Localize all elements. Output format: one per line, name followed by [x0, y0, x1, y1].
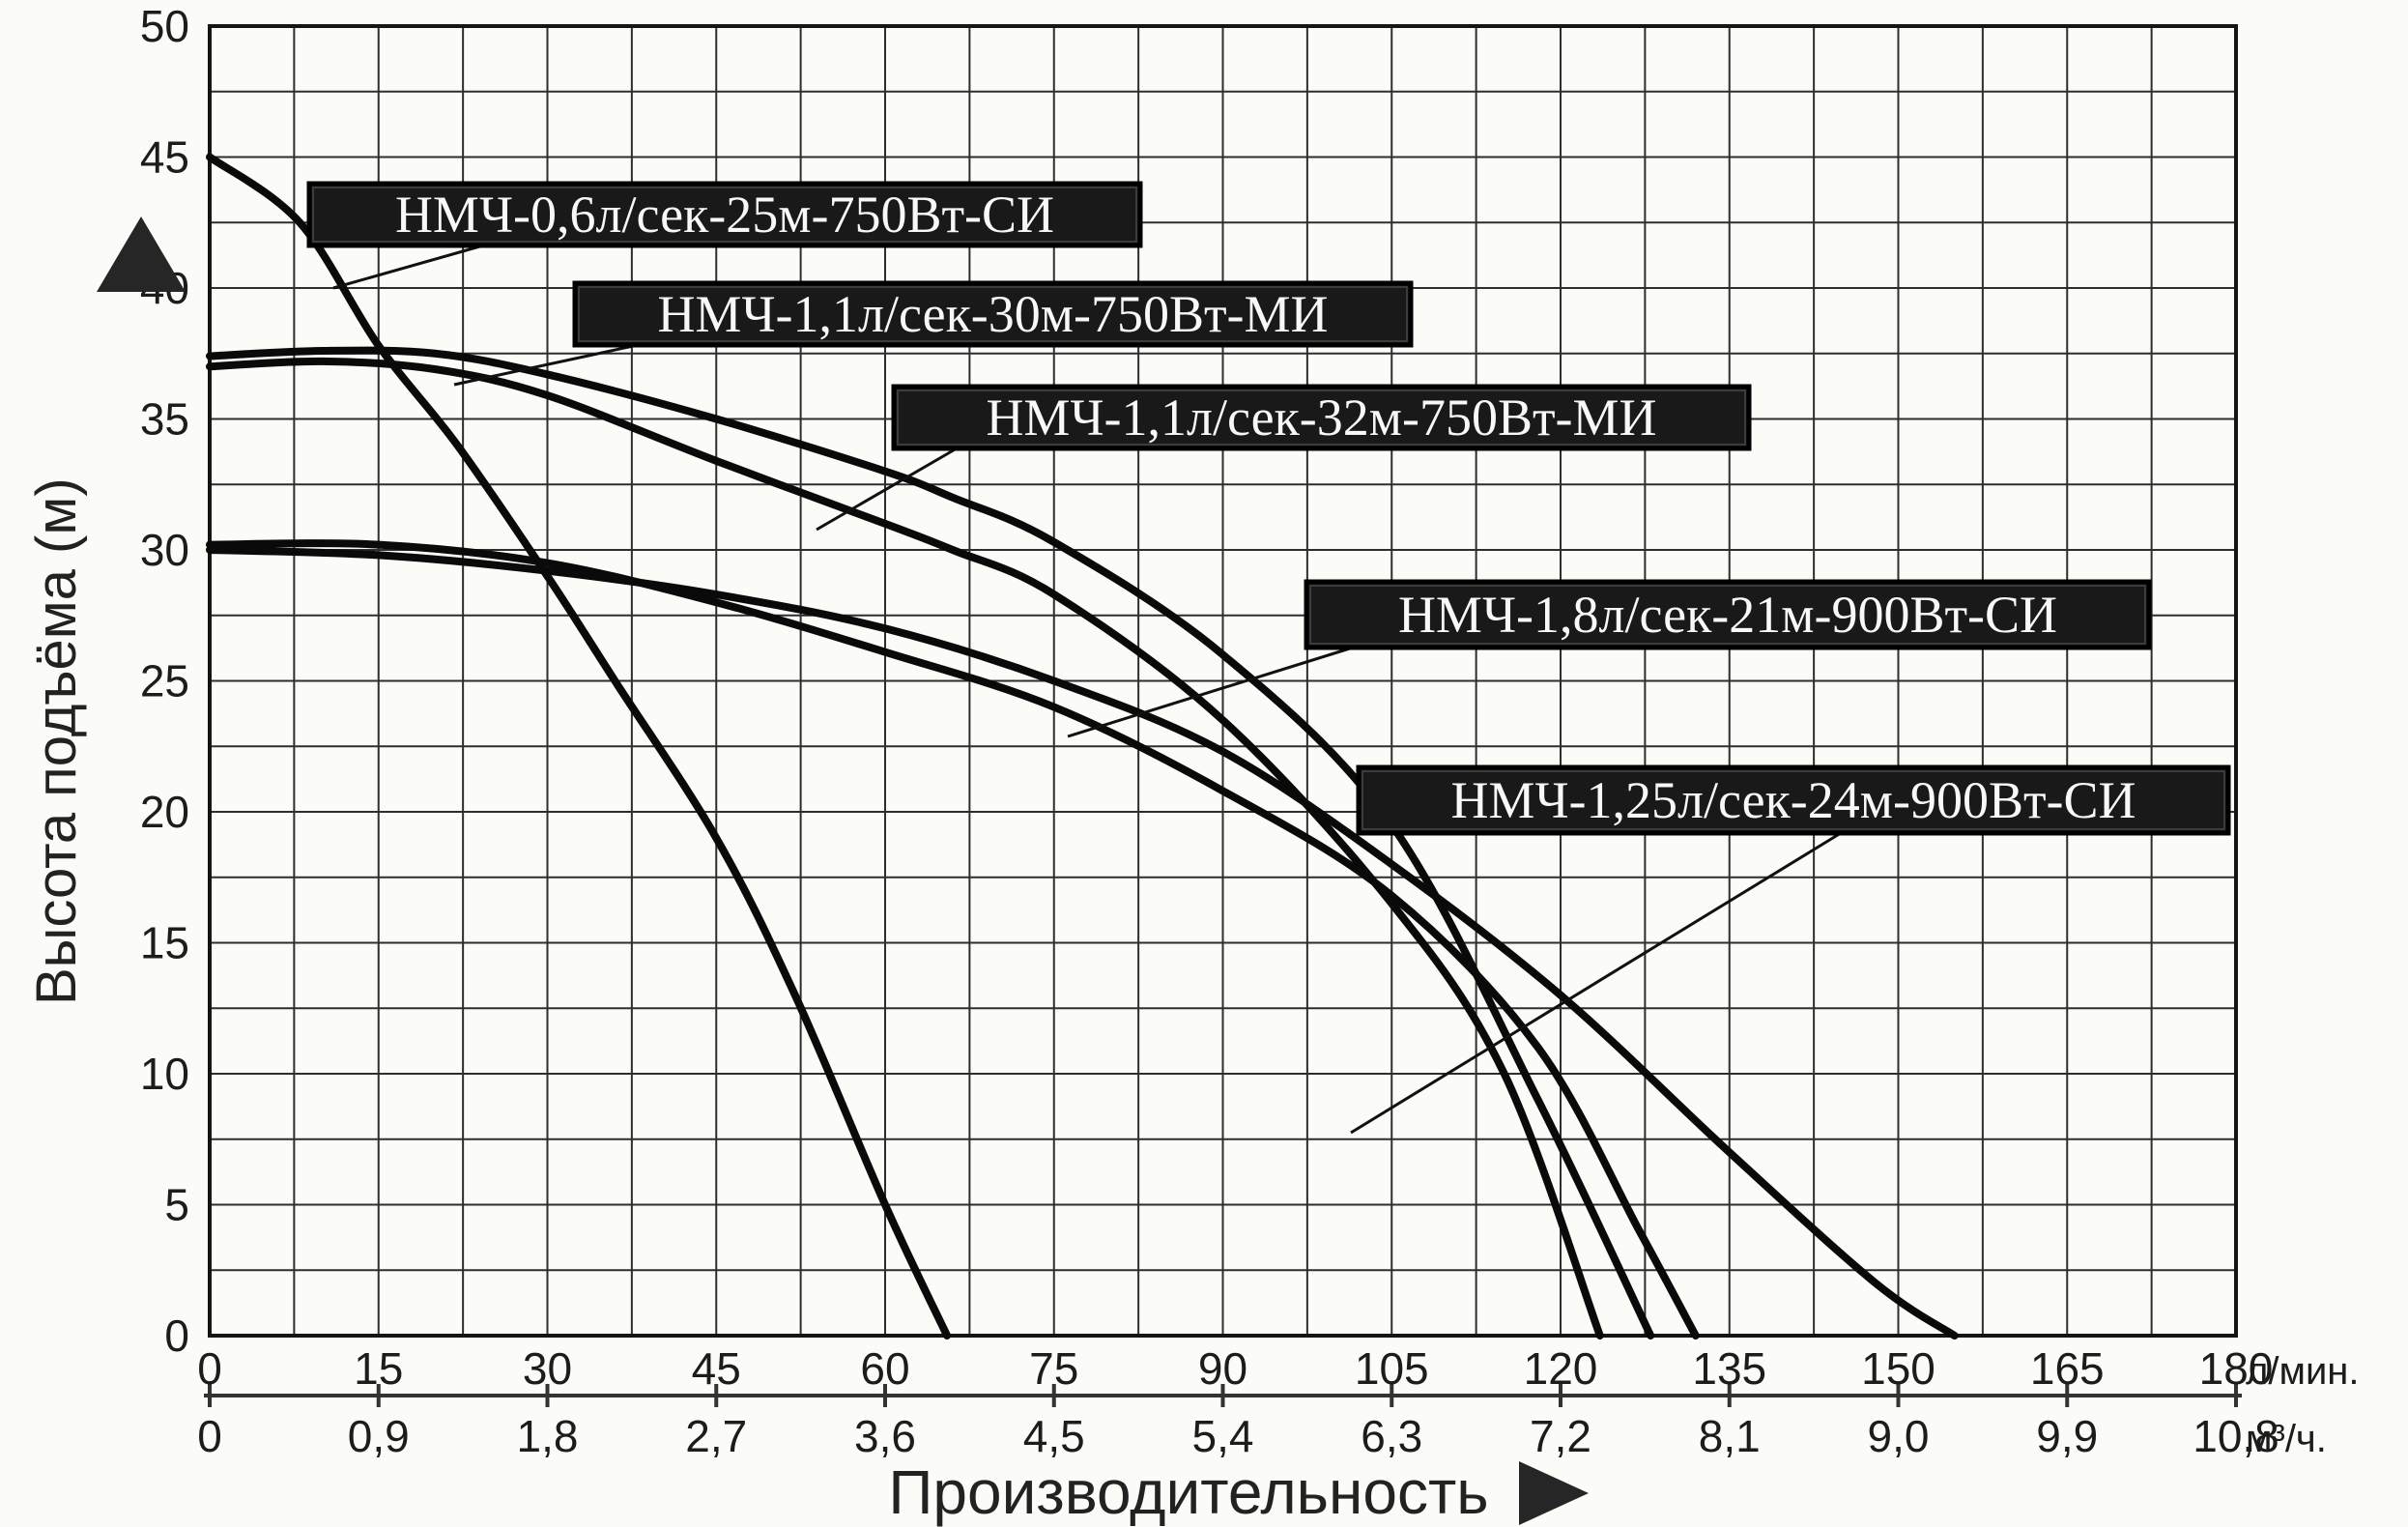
pump-curve-4 [206, 546, 1959, 1340]
curve-label-leader [816, 447, 958, 532]
x-tick-label-lmin: 30 [523, 1343, 572, 1394]
curve-label-leader [332, 244, 484, 290]
curves-layer [206, 153, 1959, 1340]
y-tick-label: 35 [140, 394, 189, 445]
x-tick-label-lmin: 90 [1198, 1343, 1247, 1394]
x-tick-label-m3h: 6,3 [1361, 1411, 1422, 1461]
x-tick-label-lmin: 165 [2030, 1343, 2105, 1394]
curve-label-leader [1067, 646, 1354, 738]
curve-label-text: НМЧ-0,6л/сек-25м-750Вт-СИ [395, 186, 1054, 244]
y-tick-label: 0 [164, 1311, 189, 1361]
x-tick-label-lmin: 0 [197, 1343, 222, 1394]
x-axis-arrow-right-icon [1519, 1461, 1589, 1525]
x-tick-label-m3h: 2,7 [685, 1411, 747, 1461]
x-axis-title: Производительность [888, 1457, 1488, 1527]
curve-labels-layer: НМЧ-0,6л/сек-25м-750Вт-СИ НМЧ-1,1л/сек-30… [306, 181, 2231, 1135]
curve-label-box-inner-edge [312, 187, 1137, 243]
x-tick-label-m3h: 0 [197, 1411, 222, 1461]
x-axis-unit-m3h: м³/ч. [2246, 1418, 2327, 1460]
pump-curve-2 [206, 357, 1604, 1340]
x-tick-label-lmin: 15 [354, 1343, 403, 1394]
x-tick-label-m3h: 4,5 [1023, 1411, 1085, 1461]
curve-label-box [306, 181, 1143, 248]
x-tick-label-m3h: 9,9 [2036, 1411, 2098, 1461]
x-tick-label-m3h: 3,6 [854, 1411, 916, 1461]
curve-label-box-inner-edge [578, 286, 1408, 342]
curve-label-box-inner-edge [1309, 585, 2146, 645]
axes-layer: 5045403530252015105000150,9301,8452,7603… [140, 1, 2279, 1461]
y-tick-label: 50 [140, 1, 189, 51]
curve-label-text: НМЧ-1,1л/сек-30м-750Вт-МИ [657, 285, 1328, 343]
x-tick-label-lmin: 150 [1861, 1343, 1935, 1394]
x-tick-label-m3h: 7,2 [1530, 1411, 1591, 1461]
y-tick-label: 25 [140, 656, 189, 706]
curve-label-text: НМЧ-1,8л/сек-21м-900Вт-СИ [1398, 586, 2057, 644]
y-tick-label: 20 [140, 787, 189, 837]
curve-label-box-inner-edge [897, 389, 1746, 446]
y-tick-label: 10 [140, 1049, 189, 1099]
y-axis-title: Высота подъёма (м) [25, 477, 88, 1005]
curve-label-leader [1350, 831, 1842, 1135]
x-axis-unit-lmin: л/мин. [2246, 1350, 2360, 1393]
x-tick-label-lmin: 120 [1524, 1343, 1598, 1394]
x-tick-label-m3h: 9,0 [1868, 1411, 1930, 1461]
y-tick-label: 5 [164, 1180, 189, 1230]
x-tick-label-m3h: 5,4 [1192, 1411, 1254, 1461]
pump-curve-1 [206, 153, 952, 1340]
pump-curve-3 [206, 346, 1655, 1340]
plot-border [208, 24, 2238, 1338]
curve-label-box [572, 280, 1414, 348]
x-tick-label-lmin: 45 [692, 1343, 741, 1394]
curve-label-box [891, 384, 1752, 451]
curve-label-text: НМЧ-1,1л/сек-32м-750Вт-МИ [986, 389, 1656, 447]
y-tick-label: 30 [140, 525, 189, 575]
x-tick-label-lmin: 105 [1355, 1343, 1429, 1394]
curve-label-box [1356, 764, 2231, 836]
curve-label-box-inner-edge [1362, 770, 2225, 830]
y-tick-label: 45 [140, 132, 189, 183]
x-tick-label-m3h: 0,9 [348, 1411, 410, 1461]
x-tick-label-m3h: 1,8 [517, 1411, 579, 1461]
y-axis-arrow-up-icon [97, 216, 186, 292]
curve-label-text: НМЧ-1,25л/сек-24м-900Вт-СИ [1450, 771, 2136, 829]
x-tick-label-lmin: 180 [2199, 1343, 2274, 1394]
pump-curve-5 [206, 539, 1700, 1340]
curve-label-box [1304, 579, 2152, 650]
y-tick-label: 15 [140, 918, 189, 968]
curve-label-leader [453, 343, 639, 387]
x-tick-label-lmin: 75 [1029, 1343, 1078, 1394]
x-tick-label-lmin: 135 [1692, 1343, 1766, 1394]
x-tick-label-m3h: 10,8 [2193, 1411, 2279, 1461]
x-tick-label-m3h: 8,1 [1699, 1411, 1761, 1461]
x-tick-label-lmin: 60 [860, 1343, 909, 1394]
